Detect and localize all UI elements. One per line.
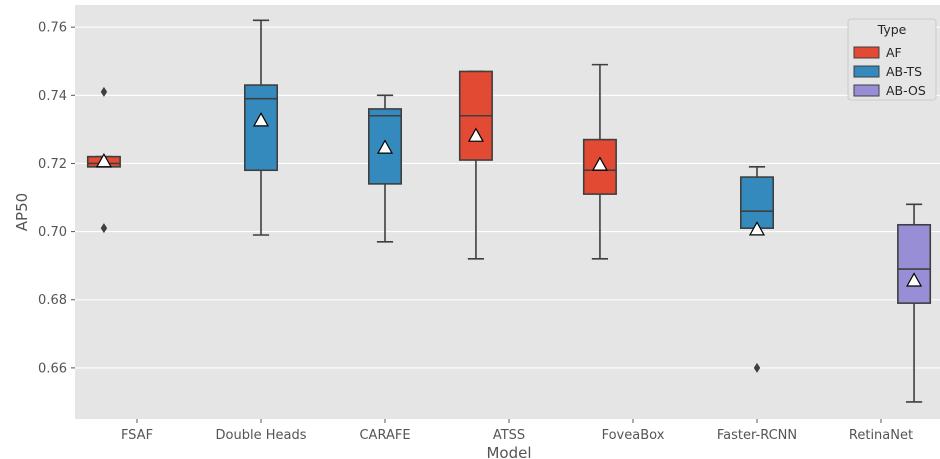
mean-marker bbox=[95, 153, 112, 168]
legend-swatch bbox=[853, 65, 880, 78]
outlier-point bbox=[100, 223, 108, 234]
y-tick-label: 0.72 bbox=[38, 157, 67, 172]
plot-background bbox=[75, 5, 940, 419]
x-tick-label: Faster-RCNN bbox=[717, 428, 797, 443]
outlier-point bbox=[100, 86, 108, 97]
x-tick-label: CARAFE bbox=[359, 428, 410, 443]
boxes bbox=[86, 19, 932, 403]
legend-title: Type bbox=[877, 22, 907, 37]
box-group bbox=[582, 63, 617, 260]
legend-swatch bbox=[853, 84, 880, 97]
box-group bbox=[458, 70, 493, 260]
box-body bbox=[739, 176, 775, 229]
box-body bbox=[897, 223, 932, 304]
x-tick-label: FSAF bbox=[121, 428, 153, 443]
y-tick-label: 0.70 bbox=[38, 225, 67, 240]
legend: Type AF AB-TS AB-OS bbox=[847, 18, 937, 101]
legend-entry-label: AB-TS bbox=[886, 64, 922, 79]
box-group bbox=[897, 203, 932, 403]
outlier-point bbox=[753, 362, 761, 373]
box-group bbox=[243, 19, 279, 236]
box-group bbox=[367, 94, 403, 243]
mean-marker bbox=[376, 139, 394, 154]
grid-lines bbox=[75, 26, 940, 369]
x-axis-ticks: FSAF Double Heads CARAFE ATSS FoveaBox Faster… bbox=[121, 419, 913, 443]
y-axis-ticks: 0.66 0.68 0.70 0.72 0.74 0.76 bbox=[38, 21, 75, 376]
x-tick-label: Double Heads bbox=[216, 428, 307, 443]
y-tick-label: 0.74 bbox=[38, 89, 67, 104]
legend-swatch bbox=[853, 46, 880, 59]
mean-marker bbox=[748, 221, 766, 236]
legend-entry-label: AB-OS bbox=[886, 83, 926, 98]
x-tick-label: RetinaNet bbox=[849, 428, 913, 443]
box-group bbox=[86, 86, 121, 234]
mean-marker bbox=[906, 272, 923, 287]
mean-marker bbox=[591, 156, 608, 171]
y-tick-label: 0.68 bbox=[38, 293, 67, 308]
legend-frame bbox=[847, 18, 937, 101]
box-body bbox=[243, 84, 279, 172]
y-tick-label: 0.66 bbox=[38, 361, 67, 376]
mean-marker bbox=[467, 127, 484, 142]
box-group bbox=[739, 166, 775, 373]
mean-marker bbox=[252, 112, 270, 127]
y-tick-label: 0.76 bbox=[38, 21, 67, 36]
x-tick-label: ATSS bbox=[493, 428, 525, 443]
x-axis-label: Model bbox=[486, 444, 531, 459]
y-axis-label: AP50 bbox=[13, 193, 31, 231]
x-tick-label: FoveaBox bbox=[602, 428, 665, 443]
legend-entry-label: AF bbox=[886, 45, 902, 60]
